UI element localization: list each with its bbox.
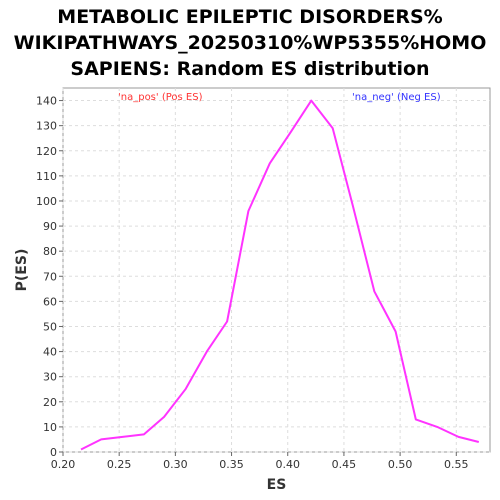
chart-title: METABOLIC EPILEPTIC DISORDERS% WIKIPATHW…	[0, 4, 500, 82]
y-tick-label: 100	[36, 195, 57, 208]
x-tick-label: 0.45	[332, 458, 357, 471]
chart-title-line-1: METABOLIC EPILEPTIC DISORDERS%	[57, 6, 443, 28]
y-tick-label: 90	[43, 220, 57, 233]
chart-title-line-2: WIKIPATHWAYS_20250310%WP5355%HOMO	[13, 32, 487, 54]
y-tick-label: 40	[43, 346, 57, 359]
x-tick-label: 0.35	[219, 458, 244, 471]
x-tick-label: 0.40	[275, 458, 300, 471]
y-axis: 0 10 20 30 40 50 60 70 80 90 100 110 120 130 140	[36, 95, 63, 459]
x-tick-label: 0.50	[388, 458, 413, 471]
x-tick-label: 0.25	[107, 458, 132, 471]
series-group	[80, 99, 480, 451]
y-axis-label: P(ES)	[14, 249, 30, 292]
y-tick-label: 70	[43, 270, 57, 283]
x-tick-label: 0.55	[444, 458, 469, 471]
y-tick-label: 50	[43, 320, 57, 333]
y-tick-label: 130	[36, 120, 57, 133]
neg-es-annotation: 'na_neg' (Neg ES)	[352, 92, 441, 103]
y-tick-label: 80	[43, 245, 57, 258]
plot-area	[62, 87, 491, 453]
y-tick-label: 110	[36, 170, 57, 183]
y-tick-label: 120	[36, 145, 57, 158]
y-tick-label: 0	[50, 446, 57, 459]
series-line	[80, 99, 480, 451]
y-tick-label: 10	[43, 421, 57, 434]
x-axis: 0.20 0.25 0.30 0.35 0.40 0.45 0.50 0.55	[51, 452, 469, 471]
x-tick-label: 0.20	[51, 458, 76, 471]
chart-title-line-3: SAPIENS: Random ES distribution	[70, 58, 430, 80]
y-tick-label: 60	[43, 295, 57, 308]
pos-es-annotation: 'na_pos' (Pos ES)	[118, 92, 203, 103]
grid	[62, 88, 490, 453]
x-tick-label: 0.30	[163, 458, 188, 471]
y-tick-label: 30	[43, 371, 57, 384]
y-tick-label: 140	[36, 95, 57, 108]
y-tick-label: 20	[43, 396, 57, 409]
x-axis-label: ES	[267, 477, 287, 493]
